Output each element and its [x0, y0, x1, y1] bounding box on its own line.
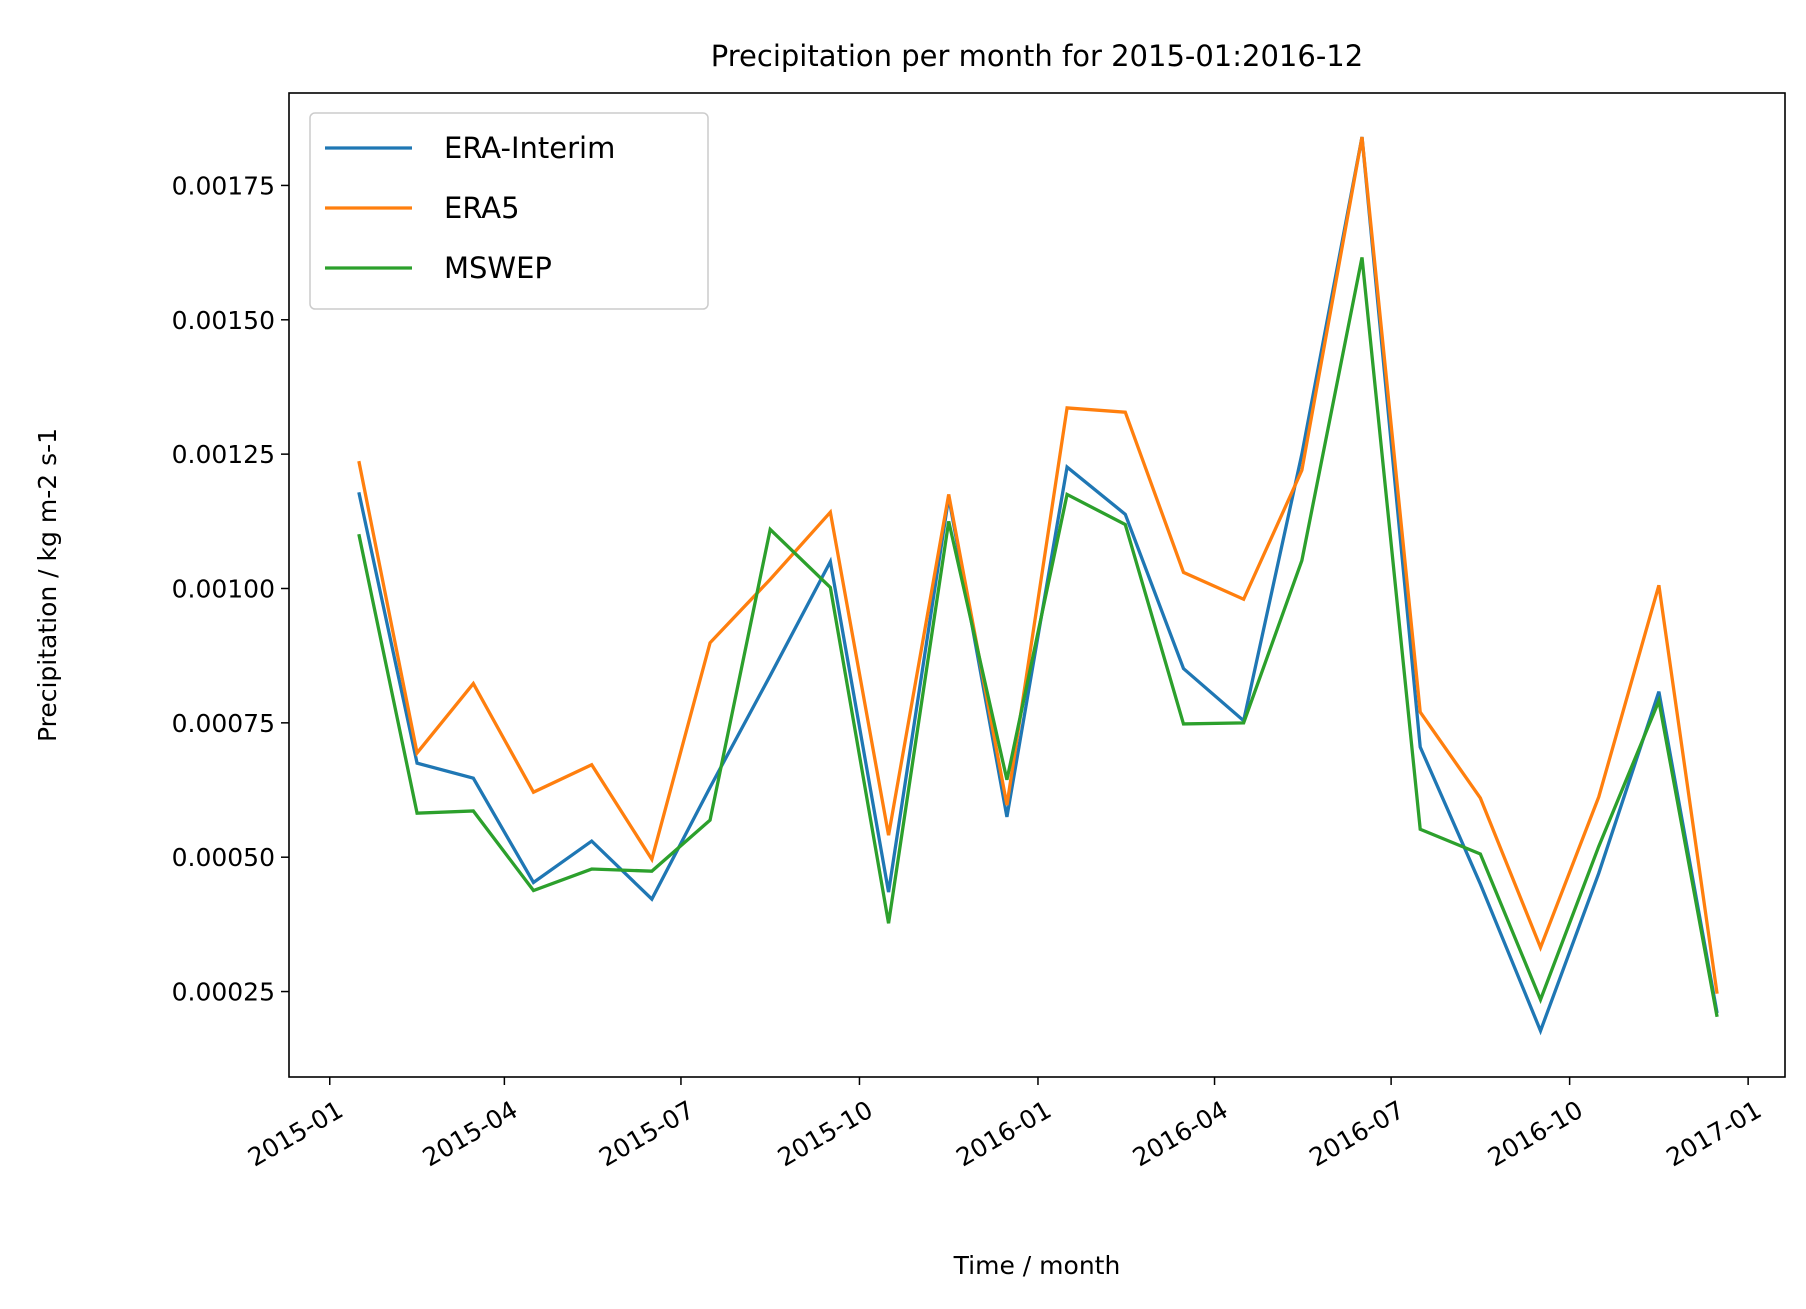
y-tick-label: 0.00150	[172, 306, 275, 335]
x-tick-label: 2017-01	[1661, 1095, 1766, 1172]
legend-box	[309, 112, 709, 310]
y-axis-label: Precipitation / kg m-2 s-1	[33, 428, 62, 742]
y-tick-label: 0.00100	[172, 574, 275, 603]
legend-label: ERA5	[444, 191, 520, 225]
x-tick-label: 2016-01	[951, 1095, 1056, 1172]
series-line-mswep	[357, 257, 1719, 1018]
legend-label: ERA-Interim	[444, 131, 615, 165]
x-tick-label: 2016-10	[1483, 1095, 1588, 1172]
chart-title: Precipitation per month for 2015-01:2016…	[711, 39, 1363, 73]
legend-label: MSWEP	[444, 251, 552, 285]
legend: ERA-Interim ERA5 MSWEP	[309, 112, 709, 310]
x-tick-label: 2015-07	[594, 1095, 699, 1172]
y-tick-label: 0.00075	[172, 709, 275, 738]
series-line-era5	[357, 136, 1719, 994]
x-axis-label: Time / month	[953, 1251, 1121, 1280]
y-tick-label: 0.00025	[172, 978, 275, 1007]
x-tick-label: 2015-04	[418, 1095, 523, 1172]
x-tick-label: 2015-01	[243, 1095, 348, 1172]
y-tick-label: 0.00175	[172, 171, 275, 200]
y-tick-label: 0.00125	[172, 440, 275, 469]
y-tick-label: 0.00050	[172, 843, 275, 872]
x-tick-label: 2016-04	[1128, 1095, 1233, 1172]
x-tick-label: 2015-10	[773, 1095, 878, 1172]
x-tick-label: 2016-07	[1304, 1095, 1409, 1172]
plot-area-frame	[288, 92, 1786, 1078]
